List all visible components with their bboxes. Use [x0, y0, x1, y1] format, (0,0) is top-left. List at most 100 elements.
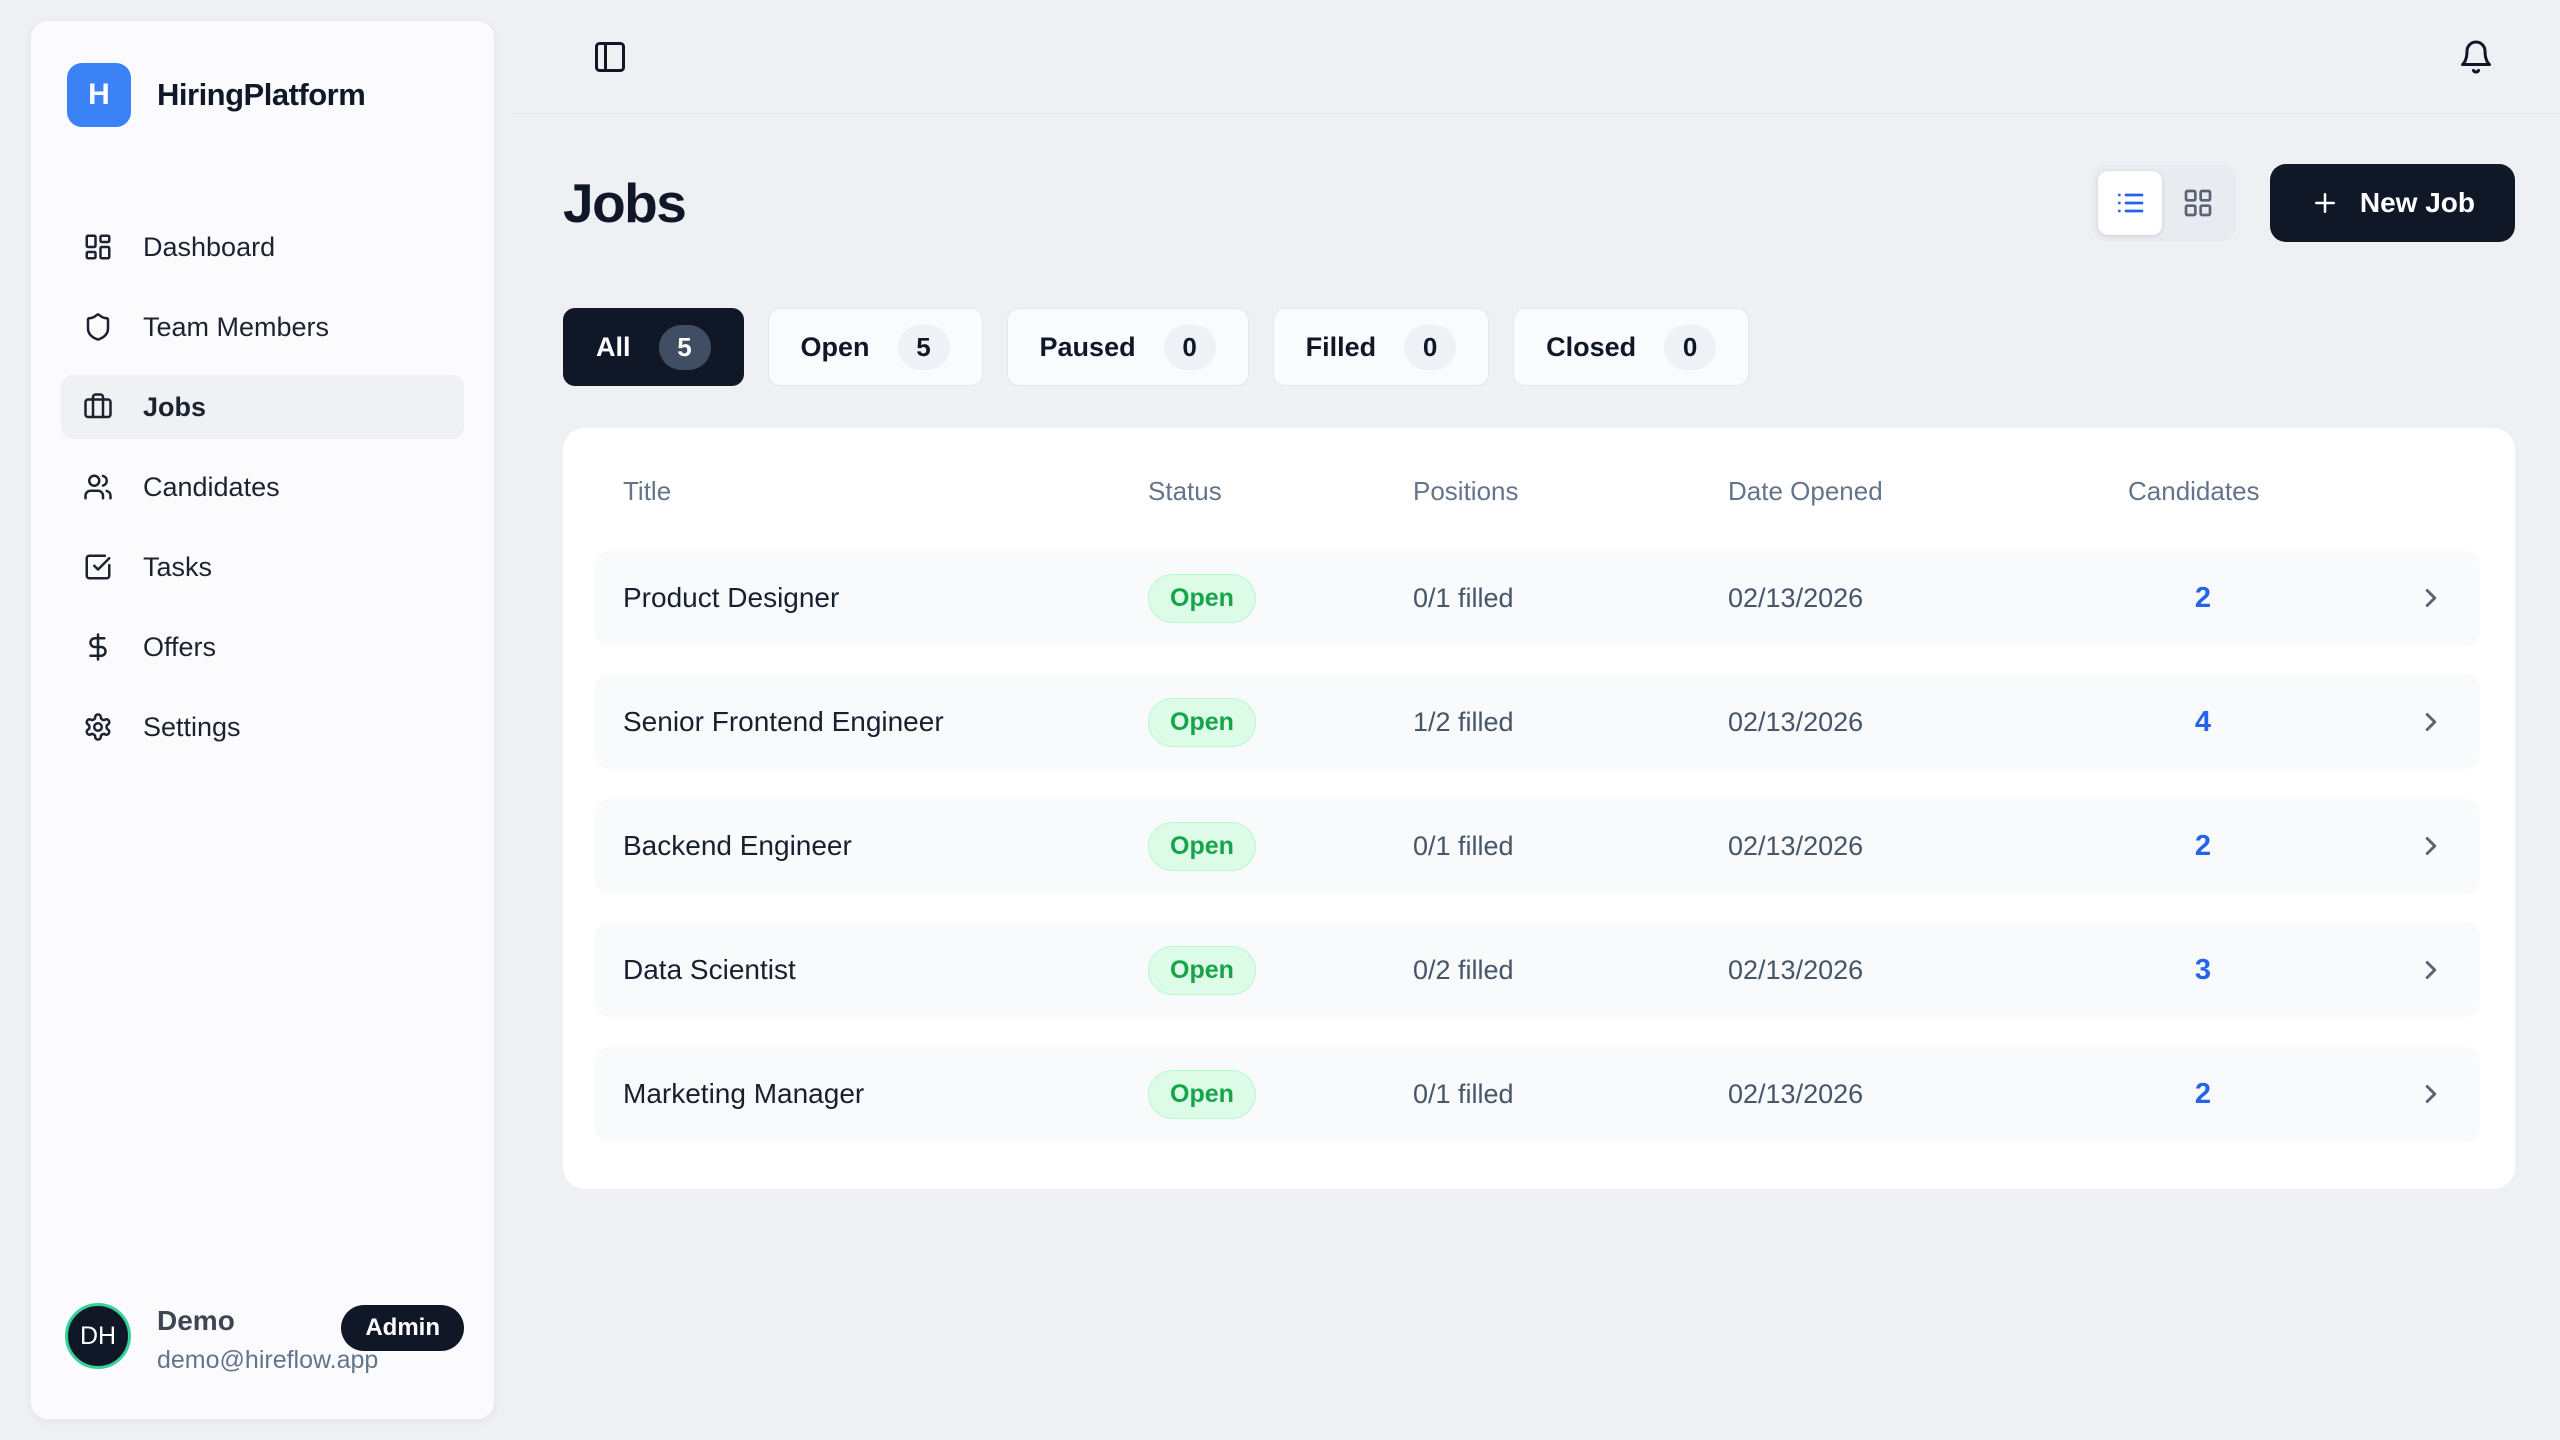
date-opened-cell: 02/13/2026	[1728, 1078, 1864, 1109]
sidebar-item-label: Team Members	[143, 311, 330, 342]
plus-icon	[2310, 188, 2340, 218]
filter-label: Filled	[1305, 331, 1377, 362]
notifications-button[interactable]	[2454, 35, 2498, 79]
new-job-label: New Job	[2359, 187, 2475, 218]
filter-count-badge: 5	[658, 324, 711, 370]
candidates-count[interactable]: 2	[2194, 829, 2212, 862]
brand: H HiringPlatform	[61, 63, 464, 127]
status-badge: Open	[1148, 697, 1256, 747]
status-badge: Open	[1148, 1069, 1256, 1119]
status-filters: All 5 Open 5 Paused 0 Filled 0 Closed 0	[563, 308, 2515, 386]
sidebar: H HiringPlatform Dashboard Team Members …	[30, 20, 495, 1420]
sidebar-item-jobs[interactable]: Jobs	[61, 375, 464, 439]
job-title: Product Designer	[623, 582, 840, 613]
filter-closed[interactable]: Closed 0	[1513, 308, 1750, 386]
list-view-button[interactable]	[2097, 171, 2162, 235]
filter-label: Open	[800, 331, 870, 362]
table-body: Product Designer Open 0/1 filled 02/13/2…	[595, 551, 2480, 1141]
users-icon	[83, 472, 113, 502]
filter-filled[interactable]: Filled 0	[1272, 308, 1490, 386]
sidebar-toggle-icon	[592, 39, 628, 75]
job-title: Marketing Manager	[623, 1078, 865, 1109]
table-header-row: Title Status Positions Date Opened Candi…	[595, 476, 2480, 507]
filter-paused[interactable]: Paused 0	[1006, 308, 1249, 386]
brand-logo-letter: H	[88, 78, 110, 111]
grid-view-button[interactable]	[2166, 171, 2230, 235]
filter-label: Paused	[1039, 331, 1136, 362]
new-job-button[interactable]: New Job	[2269, 164, 2515, 242]
filter-label: All	[596, 331, 631, 362]
dollar-icon	[83, 632, 113, 662]
chevron-right-icon	[2416, 831, 2446, 861]
column-header: Candidates	[2128, 476, 2260, 506]
candidates-count[interactable]: 2	[2194, 581, 2212, 614]
sidebar-item-settings[interactable]: Settings	[61, 695, 464, 759]
filter-count-badge: 0	[1664, 324, 1717, 370]
date-opened-cell: 02/13/2026	[1728, 830, 1864, 861]
filter-open[interactable]: Open 5	[767, 308, 983, 386]
column-header: Date Opened	[1728, 476, 1883, 506]
briefcase-icon	[83, 392, 113, 422]
job-row[interactable]: Marketing Manager Open 0/1 filled 02/13/…	[595, 1047, 2480, 1141]
chevron-right-icon	[2416, 1079, 2446, 1109]
candidates-count[interactable]: 4	[2194, 705, 2212, 738]
chevron-right-icon	[2416, 583, 2446, 613]
positions-cell: 1/2 filled	[1413, 706, 1514, 737]
title-row: Jobs New Job	[563, 164, 2515, 242]
filter-count-badge: 0	[1404, 324, 1457, 370]
sidebar-item-team-members[interactable]: Team Members	[61, 295, 464, 359]
bell-icon	[2458, 39, 2494, 75]
sidebar-item-label: Dashboard	[143, 231, 276, 262]
candidates-count[interactable]: 3	[2194, 953, 2212, 986]
user-profile[interactable]: DH Demo demo@hireflow.app Admin	[61, 1303, 464, 1375]
user-info: Demo demo@hireflow.app	[157, 1303, 379, 1375]
jobs-table-card: Title Status Positions Date Opened Candi…	[563, 428, 2515, 1189]
chevron-right-icon	[2416, 707, 2446, 737]
positions-cell: 0/2 filled	[1413, 954, 1514, 985]
topbar	[512, 0, 2560, 114]
sidebar-item-label: Jobs	[143, 391, 207, 422]
shield-icon	[83, 312, 113, 342]
brand-logo: H	[67, 63, 131, 127]
job-row[interactable]: Backend Engineer Open 0/1 filled 02/13/2…	[595, 799, 2480, 893]
status-badge: Open	[1148, 573, 1256, 623]
grid-view-icon	[2182, 187, 2214, 219]
user-name: Demo	[157, 1305, 235, 1336]
dashboard-icon	[83, 232, 113, 262]
job-row[interactable]: Product Designer Open 0/1 filled 02/13/2…	[595, 551, 2480, 645]
avatar-initials: DH	[79, 1321, 117, 1350]
job-title: Senior Frontend Engineer	[623, 706, 944, 737]
filter-all[interactable]: All 5	[563, 308, 744, 386]
sidebar-item-offers[interactable]: Offers	[61, 615, 464, 679]
job-row[interactable]: Data Scientist Open 0/2 filled 02/13/202…	[595, 923, 2480, 1017]
date-opened-cell: 02/13/2026	[1728, 954, 1864, 985]
brand-name: HiringPlatform	[157, 77, 366, 112]
title-actions: New Job	[2091, 164, 2515, 242]
list-view-icon	[2114, 187, 2146, 219]
main-content: Jobs New Job All 5 Ope	[512, 114, 2560, 1440]
date-opened-cell: 02/13/2026	[1728, 706, 1864, 737]
user-email: demo@hireflow.app	[157, 1346, 379, 1374]
column-header: Positions	[1413, 476, 1519, 506]
avatar: DH	[65, 1303, 131, 1369]
chevron-right-icon	[2416, 955, 2446, 985]
sidebar-item-label: Offers	[143, 631, 217, 662]
job-title: Data Scientist	[623, 954, 796, 985]
sidebar-item-candidates[interactable]: Candidates	[61, 455, 464, 519]
page-title: Jobs	[563, 172, 687, 234]
filter-count-badge: 5	[897, 324, 950, 370]
job-row[interactable]: Senior Frontend Engineer Open 1/2 filled…	[595, 675, 2480, 769]
sidebar-item-dashboard[interactable]: Dashboard	[61, 215, 464, 279]
column-header: Status	[1148, 476, 1222, 506]
date-opened-cell: 02/13/2026	[1728, 582, 1864, 613]
sidebar-item-tasks[interactable]: Tasks	[61, 535, 464, 599]
gear-icon	[83, 712, 113, 742]
view-toggle	[2091, 165, 2236, 241]
positions-cell: 0/1 filled	[1413, 582, 1514, 613]
status-badge: Open	[1148, 945, 1256, 995]
column-header: Title	[623, 476, 672, 506]
sidebar-toggle-button[interactable]	[588, 35, 632, 79]
candidates-count[interactable]: 2	[2194, 1077, 2212, 1110]
positions-cell: 0/1 filled	[1413, 1078, 1514, 1109]
filter-count-badge: 0	[1163, 324, 1216, 370]
